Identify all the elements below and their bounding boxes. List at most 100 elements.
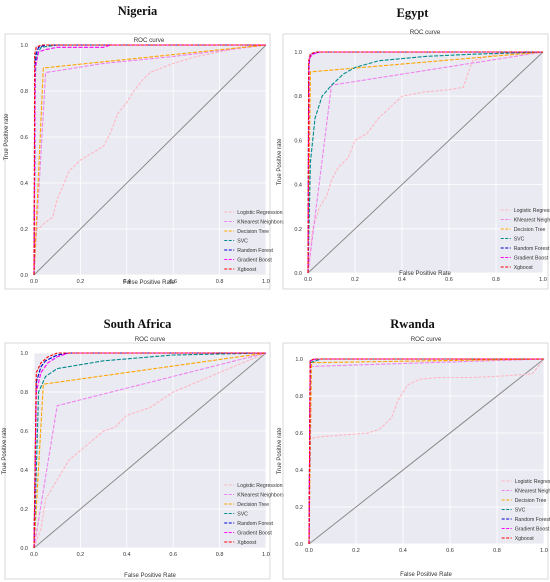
y-axis-label: True Positive rate	[277, 427, 283, 474]
y-tick-label: 0.2	[295, 505, 303, 511]
y-tick-label: 0.4	[20, 468, 28, 474]
chart-title: ROC curve	[134, 37, 165, 44]
y-axis-label: True Positive rate	[4, 113, 10, 160]
country-title: South Africa	[103, 317, 172, 331]
chart-title: ROC curve	[135, 336, 166, 343]
y-tick-label: 0.0	[295, 542, 303, 548]
x-tick-label: 0.8	[493, 548, 501, 554]
series-line	[33, 44, 267, 276]
panel-south-africa: South Africa 0.0 0.2 0.4 0.6 0.8 1.0 0.0 0.2 0.4…	[0, 291, 284, 582]
legend-label: Decision Tree	[237, 229, 269, 235]
series-line	[308, 358, 545, 545]
series-line	[307, 51, 543, 274]
x-tick-label: 0.8	[216, 552, 224, 558]
legend-label: Gradient Boost	[237, 531, 272, 537]
figure-border	[4, 33, 271, 290]
roc-chart-south-africa: 0.0 0.2 0.4 0.6 0.8 1.0 0.0 0.2 0.4 0.6 0.8 1.0 ROC …	[2, 336, 284, 580]
series-line	[33, 352, 266, 549]
y-tick-label: 0.8	[294, 94, 302, 100]
y-axis-label: True Positive rate	[2, 427, 8, 474]
y-tick-label: 0.8	[295, 394, 303, 400]
diagonal-reference-line	[33, 352, 267, 549]
legend-label: Xgboost	[515, 536, 535, 542]
series-line	[308, 358, 545, 545]
x-tick-label: 0.6	[169, 552, 177, 558]
y-tick-label: 0.8	[20, 89, 28, 95]
series-line	[33, 44, 266, 276]
legend-label: Gradient Boost	[515, 527, 550, 533]
x-tick-label: 0.0	[304, 277, 312, 283]
roc-chart-nigeria: 0.0 0.2 0.4 0.6 0.8 1.0 0.0 0.2 0.4 0.6 0.8 1.0 ROC …	[4, 33, 284, 290]
legend-label: Gradient Boost	[514, 256, 549, 262]
x-tick-label: 1.0	[540, 548, 548, 554]
series-line	[33, 352, 267, 549]
x-tick-label: 0.0	[30, 279, 38, 285]
series-line	[33, 352, 266, 549]
chart-title: ROC curve	[411, 336, 442, 343]
y-axis-label: True Positive rate	[277, 138, 283, 185]
legend-label: Random Forest	[515, 517, 550, 523]
x-tick-label: 1.0	[262, 552, 270, 558]
x-tick-label: 1.0	[539, 277, 547, 283]
series-line	[307, 51, 544, 274]
country-title: Nigeria	[117, 4, 158, 18]
legend-label: Decision Tree	[237, 502, 269, 508]
x-axis-label: False Positive Rate	[400, 572, 452, 578]
legend-label: Decision Tree	[515, 498, 547, 504]
legend-label: KNearest Neighbors	[237, 220, 284, 226]
y-tick-label: 0.4	[295, 468, 303, 474]
legend-label: SVC	[237, 239, 248, 245]
diagonal-reference-line	[33, 44, 267, 276]
y-tick-label: 0.4	[294, 183, 302, 189]
x-tick-label: 0.8	[216, 279, 224, 285]
x-tick-label: 0.2	[77, 552, 85, 558]
y-tick-label: 0.2	[294, 227, 302, 233]
y-tick-label: 0.2	[20, 507, 28, 513]
country-title: Rwanda	[390, 317, 435, 331]
x-tick-label: 0.4	[398, 277, 406, 283]
diagonal-reference-line	[308, 358, 545, 545]
x-tick-label: 1.0	[262, 279, 270, 285]
legend-label: Logistic Regression	[237, 483, 282, 489]
y-tick-label: 0.2	[20, 227, 28, 233]
y-tick-label: 0.6	[20, 135, 28, 141]
series-line	[33, 44, 267, 276]
diagonal-reference-line	[307, 51, 544, 274]
x-axis-label: False Positive Rate	[123, 280, 175, 286]
y-tick-label: 0.6	[20, 429, 28, 435]
x-axis-label: False Positive Rate	[399, 271, 451, 277]
chart-title: ROC curve	[410, 29, 441, 36]
legend-label: Random Forest	[514, 246, 550, 252]
legend-label: KNearest Neighbors	[515, 489, 550, 495]
series-line	[308, 358, 544, 545]
figure-border	[4, 342, 271, 580]
legend-label: Gradient Boost	[237, 258, 272, 264]
x-tick-label: 0.4	[123, 279, 131, 285]
legend-label: Logistic Regression	[237, 210, 282, 216]
panel-rwanda: Rwanda 0.0 0.2 0.4 0.6 0.8 1.0 0.0 0.2 0.4 0.6 0.8…	[275, 291, 550, 582]
x-tick-label: 0.4	[123, 552, 131, 558]
x-tick-label: 0.6	[445, 277, 453, 283]
y-tick-label: 0.8	[20, 390, 28, 396]
country-title: Egypt	[396, 6, 429, 20]
figure-border	[282, 33, 549, 290]
y-tick-label: 1.0	[20, 351, 28, 357]
x-axis-label: False Positive Rate	[124, 573, 176, 579]
y-tick-label: 1.0	[295, 357, 303, 363]
x-tick-label: 0.6	[169, 279, 177, 285]
x-tick-label: 0.2	[77, 279, 85, 285]
legend-label: Xgboost	[514, 265, 534, 271]
y-tick-label: 1.0	[20, 43, 28, 49]
x-tick-label: 0.2	[351, 277, 359, 283]
legend-label: Random Forest	[237, 248, 273, 254]
x-tick-label: 0.4	[399, 548, 407, 554]
y-tick-label: 0.6	[294, 138, 302, 144]
series-line	[33, 352, 267, 549]
legend-label: Decision Tree	[514, 227, 546, 233]
y-tick-label: 0.4	[20, 181, 28, 187]
x-tick-label: 0.0	[30, 552, 38, 558]
series-line	[33, 352, 267, 549]
x-tick-label: 0.0	[305, 548, 313, 554]
series-line	[307, 51, 543, 274]
roc-chart-rwanda: 0.0 0.2 0.4 0.6 0.8 1.0 0.0 0.2 0.4 0.6 0.8 1.0 ROC …	[277, 336, 550, 580]
